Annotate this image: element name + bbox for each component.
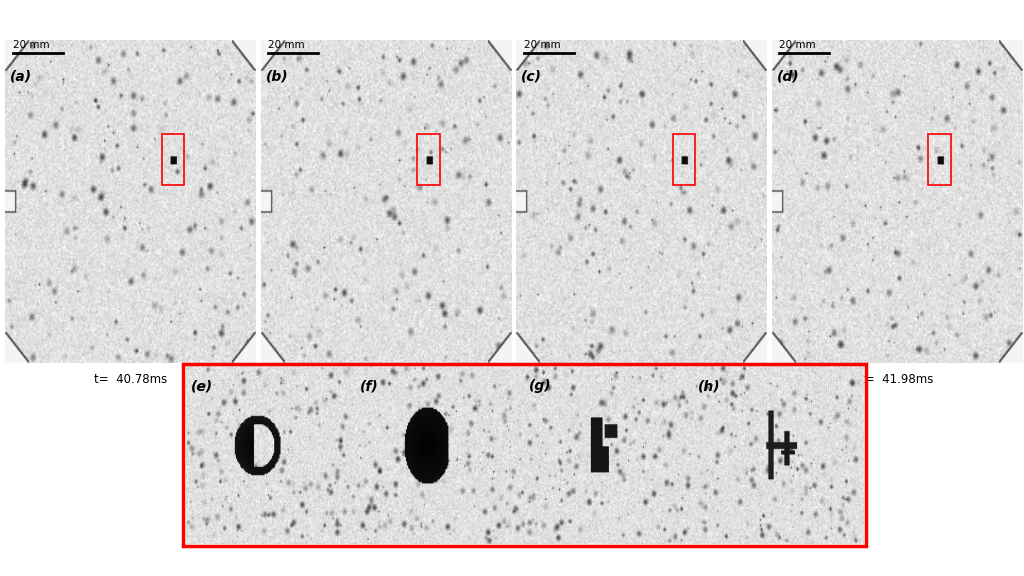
Bar	[417, 134, 439, 185]
Text: (f): (f)	[359, 380, 379, 393]
Text: t=  41.98ms: t= 41.98ms	[860, 373, 934, 385]
Text: t=  40.78ms: t= 40.78ms	[94, 373, 167, 385]
Text: (b): (b)	[265, 69, 288, 84]
Text: 20 mm: 20 mm	[779, 40, 816, 50]
Text: (c): (c)	[521, 69, 542, 84]
Bar	[928, 134, 950, 185]
Text: 20 mm: 20 mm	[523, 40, 560, 50]
Text: (a): (a)	[10, 69, 32, 84]
Text: 20 mm: 20 mm	[12, 40, 49, 50]
Text: 20 mm: 20 mm	[268, 40, 305, 50]
Bar	[162, 134, 184, 185]
Text: (h): (h)	[698, 380, 721, 393]
Text: t=  41.58ms: t= 41.58ms	[604, 373, 678, 385]
Text: (e): (e)	[190, 380, 213, 393]
Text: t=  41.18ms: t= 41.18ms	[349, 373, 423, 385]
Text: (g): (g)	[529, 380, 552, 393]
Bar	[673, 134, 695, 185]
Text: (d): (d)	[776, 69, 799, 84]
